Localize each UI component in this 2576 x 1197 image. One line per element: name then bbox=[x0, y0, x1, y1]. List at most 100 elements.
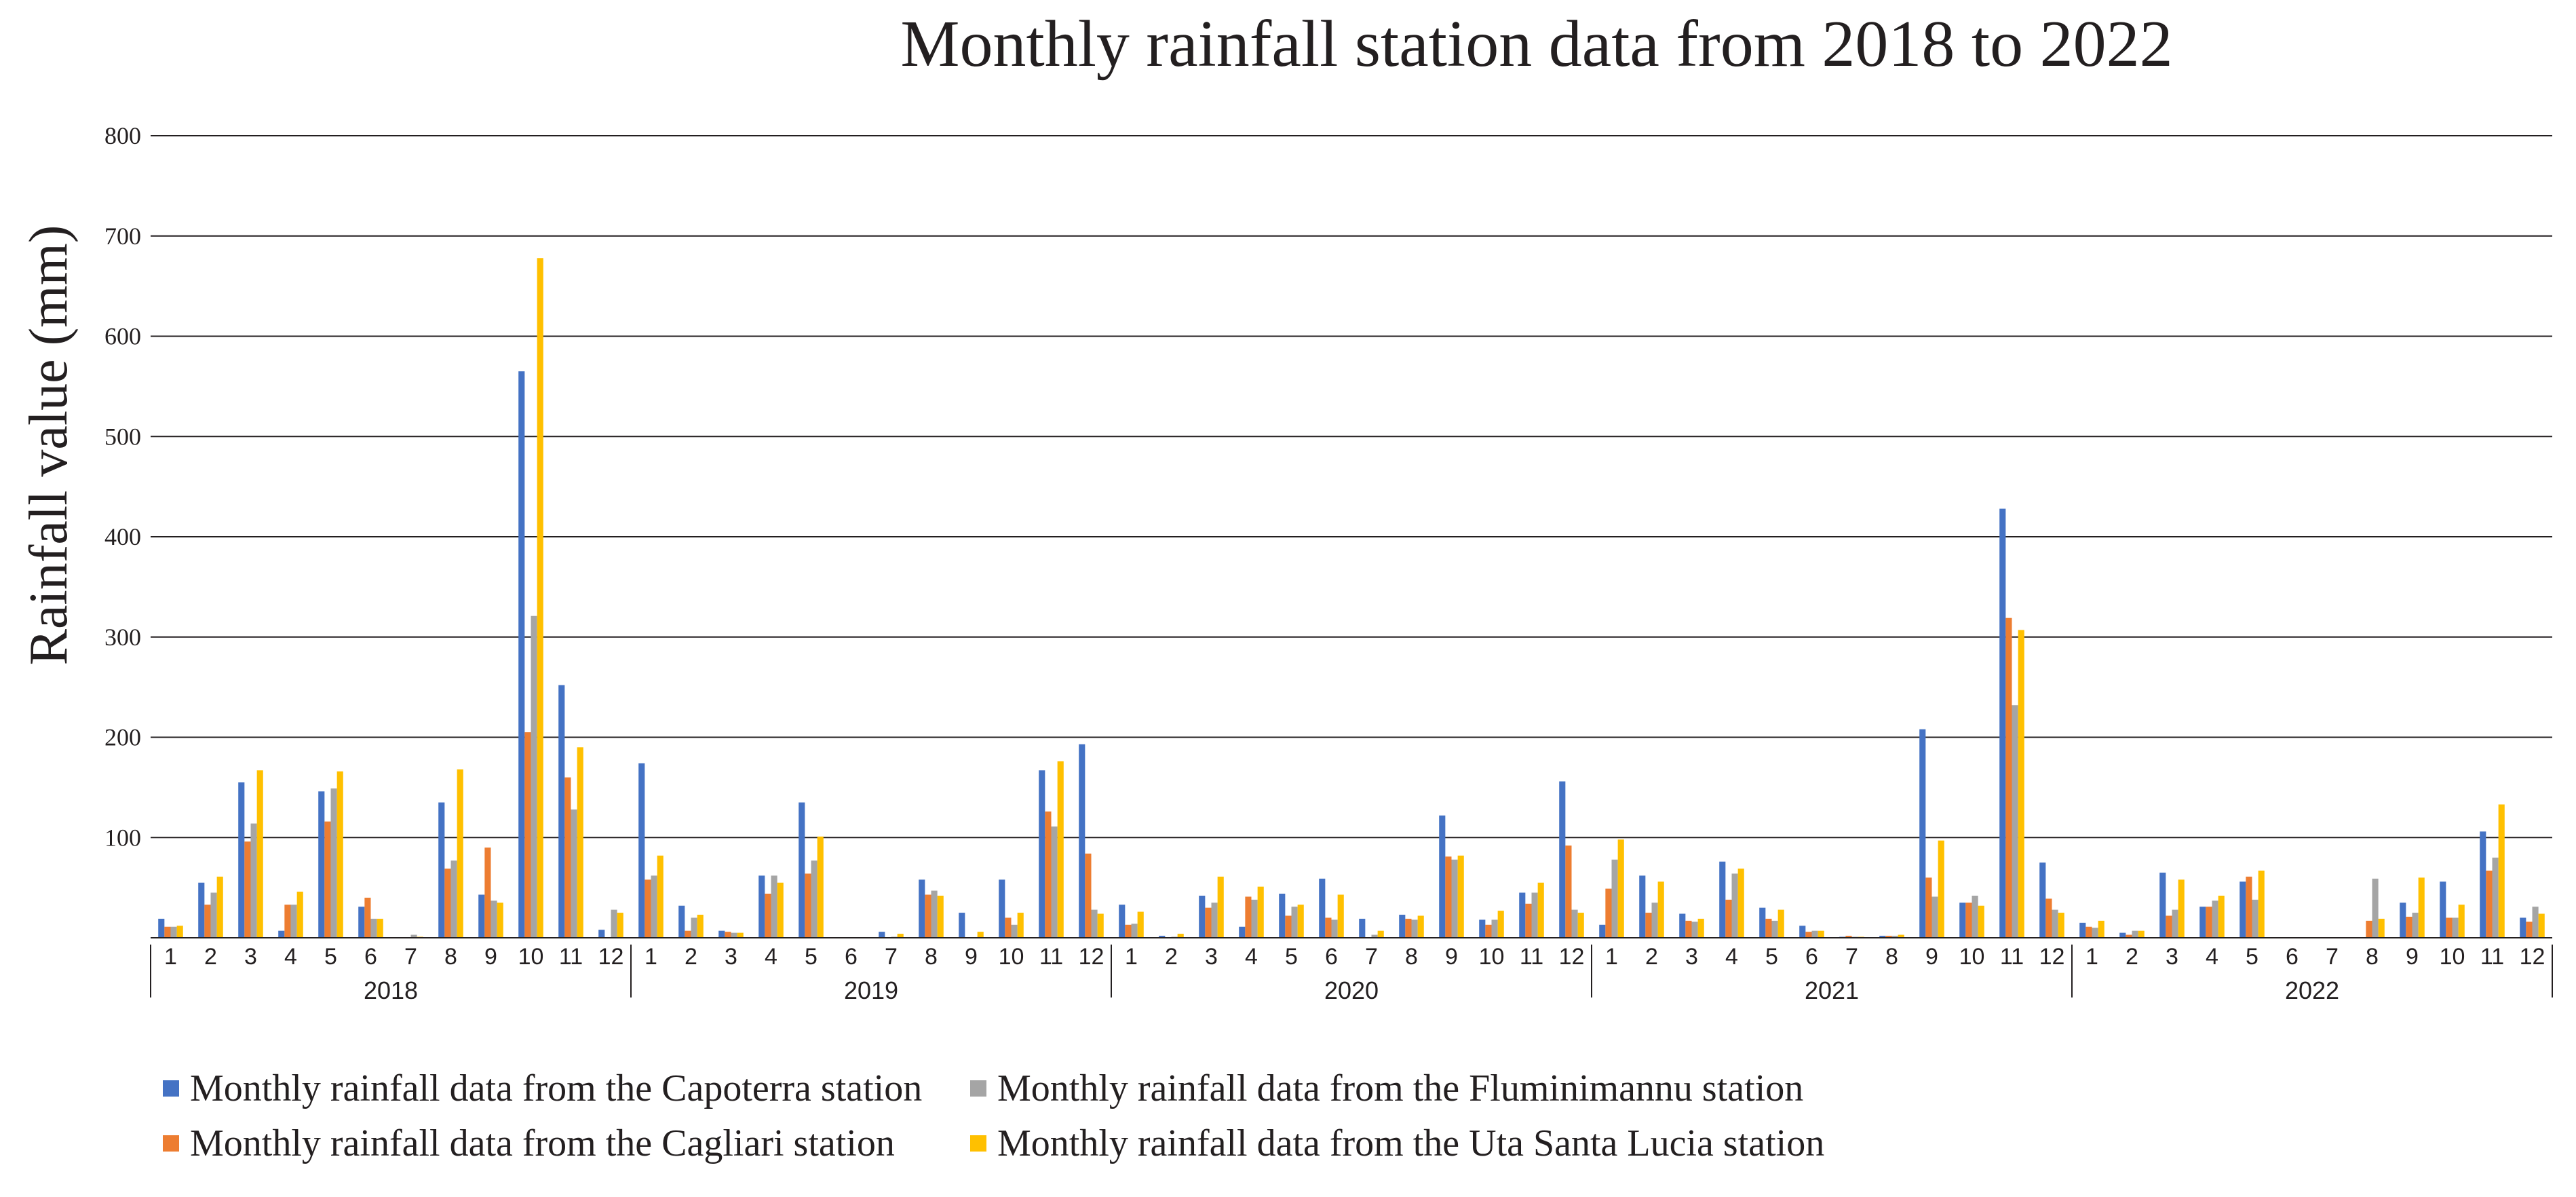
month-tick-label: 6 bbox=[364, 944, 377, 970]
bar bbox=[2206, 907, 2212, 938]
year-tick-label: 2022 bbox=[2285, 976, 2339, 1004]
bar bbox=[1978, 905, 1984, 938]
bar bbox=[1159, 936, 1166, 938]
bar bbox=[2458, 905, 2465, 938]
bar bbox=[170, 926, 177, 938]
bar bbox=[1325, 917, 1332, 938]
month-tick-label: 11 bbox=[559, 944, 583, 970]
month-tick-label: 6 bbox=[1325, 944, 1338, 970]
month-tick-label: 9 bbox=[1445, 944, 1458, 970]
month-tick-label: 1 bbox=[1125, 944, 1138, 970]
bar bbox=[1679, 913, 1686, 938]
month-tick-label: 7 bbox=[885, 944, 898, 970]
month-tick-label: 10 bbox=[518, 944, 544, 970]
bar bbox=[638, 763, 645, 938]
month-tick-label: 4 bbox=[1725, 944, 1738, 970]
bar bbox=[337, 771, 343, 938]
bar bbox=[244, 841, 251, 938]
month-tick-label: 9 bbox=[965, 944, 978, 970]
year-tick-label: 2020 bbox=[1324, 976, 1379, 1004]
bar bbox=[657, 855, 664, 938]
y-tick-label: 100 bbox=[104, 824, 141, 851]
month-tick-label: 1 bbox=[1605, 944, 1618, 970]
bar bbox=[1657, 881, 1664, 938]
bar bbox=[1057, 761, 1064, 938]
bar bbox=[478, 894, 485, 938]
bar bbox=[210, 892, 217, 938]
bar bbox=[1731, 873, 1738, 938]
month-tick-label: 7 bbox=[2326, 944, 2339, 970]
bar bbox=[1577, 913, 1584, 938]
bar bbox=[1457, 855, 1464, 938]
month-tick-label: 10 bbox=[1959, 944, 1985, 970]
bar bbox=[771, 875, 777, 938]
bar bbox=[1217, 876, 1224, 938]
bar bbox=[2085, 926, 2092, 938]
bar bbox=[1377, 930, 1384, 938]
month-tick-label: 8 bbox=[1405, 944, 1418, 970]
bar bbox=[2440, 881, 2446, 938]
bar bbox=[611, 909, 617, 938]
bar bbox=[564, 777, 571, 938]
month-tick-label: 7 bbox=[1365, 944, 1378, 970]
bar bbox=[697, 915, 704, 938]
bar bbox=[1805, 932, 1812, 938]
month-tick-label: 1 bbox=[164, 944, 177, 970]
bar bbox=[2372, 878, 2379, 938]
month-tick-label: 11 bbox=[2480, 944, 2504, 970]
bar bbox=[718, 930, 725, 938]
bar bbox=[777, 882, 784, 938]
bar bbox=[1319, 878, 1326, 938]
bar bbox=[2239, 881, 2246, 938]
bar bbox=[2246, 876, 2252, 938]
bar bbox=[2446, 917, 2453, 938]
bar bbox=[2378, 918, 2385, 938]
bar bbox=[1205, 907, 1212, 938]
bar bbox=[1845, 936, 1852, 938]
bar bbox=[1818, 930, 1824, 938]
bar bbox=[2366, 920, 2372, 938]
legend-swatch bbox=[163, 1135, 179, 1152]
bar bbox=[651, 875, 657, 938]
month-tick-label: 11 bbox=[1520, 944, 1543, 970]
bar bbox=[1697, 918, 1704, 938]
bar bbox=[1017, 913, 1024, 938]
month-tick-label: 6 bbox=[2286, 944, 2299, 970]
bar bbox=[1257, 886, 1264, 938]
y-tick-label: 400 bbox=[104, 523, 141, 550]
bar bbox=[1079, 744, 1085, 938]
month-tick-label: 2 bbox=[685, 944, 697, 970]
month-tick-label: 12 bbox=[598, 944, 624, 970]
month-tick-label: 4 bbox=[284, 944, 297, 970]
bar bbox=[2199, 907, 2206, 938]
bar bbox=[2052, 909, 2058, 938]
bar bbox=[2172, 909, 2178, 938]
bar bbox=[1359, 918, 1366, 938]
bar bbox=[1119, 905, 1126, 938]
bar bbox=[531, 615, 537, 938]
y-tick-label: 200 bbox=[104, 724, 141, 751]
bar bbox=[330, 788, 337, 938]
bar bbox=[811, 860, 818, 938]
month-tick-label: 10 bbox=[2440, 944, 2465, 970]
bar bbox=[2480, 831, 2486, 938]
bar bbox=[1137, 911, 1144, 938]
month-tick-label: 7 bbox=[404, 944, 417, 970]
bar bbox=[1405, 918, 1412, 938]
bar bbox=[1972, 895, 1978, 938]
bar bbox=[1938, 840, 1944, 938]
month-tick-label: 5 bbox=[324, 944, 337, 970]
y-tick-label: 700 bbox=[104, 223, 141, 250]
bar bbox=[2012, 705, 2018, 938]
bar bbox=[1537, 882, 1544, 938]
bar bbox=[1799, 926, 1806, 938]
bar bbox=[1291, 907, 1298, 938]
bar bbox=[1737, 869, 1744, 938]
bar bbox=[284, 905, 291, 938]
month-tick-label: 6 bbox=[845, 944, 858, 970]
bar bbox=[2119, 932, 2126, 938]
bar bbox=[491, 900, 497, 938]
bar bbox=[1599, 924, 1606, 938]
bar bbox=[1725, 899, 1732, 938]
